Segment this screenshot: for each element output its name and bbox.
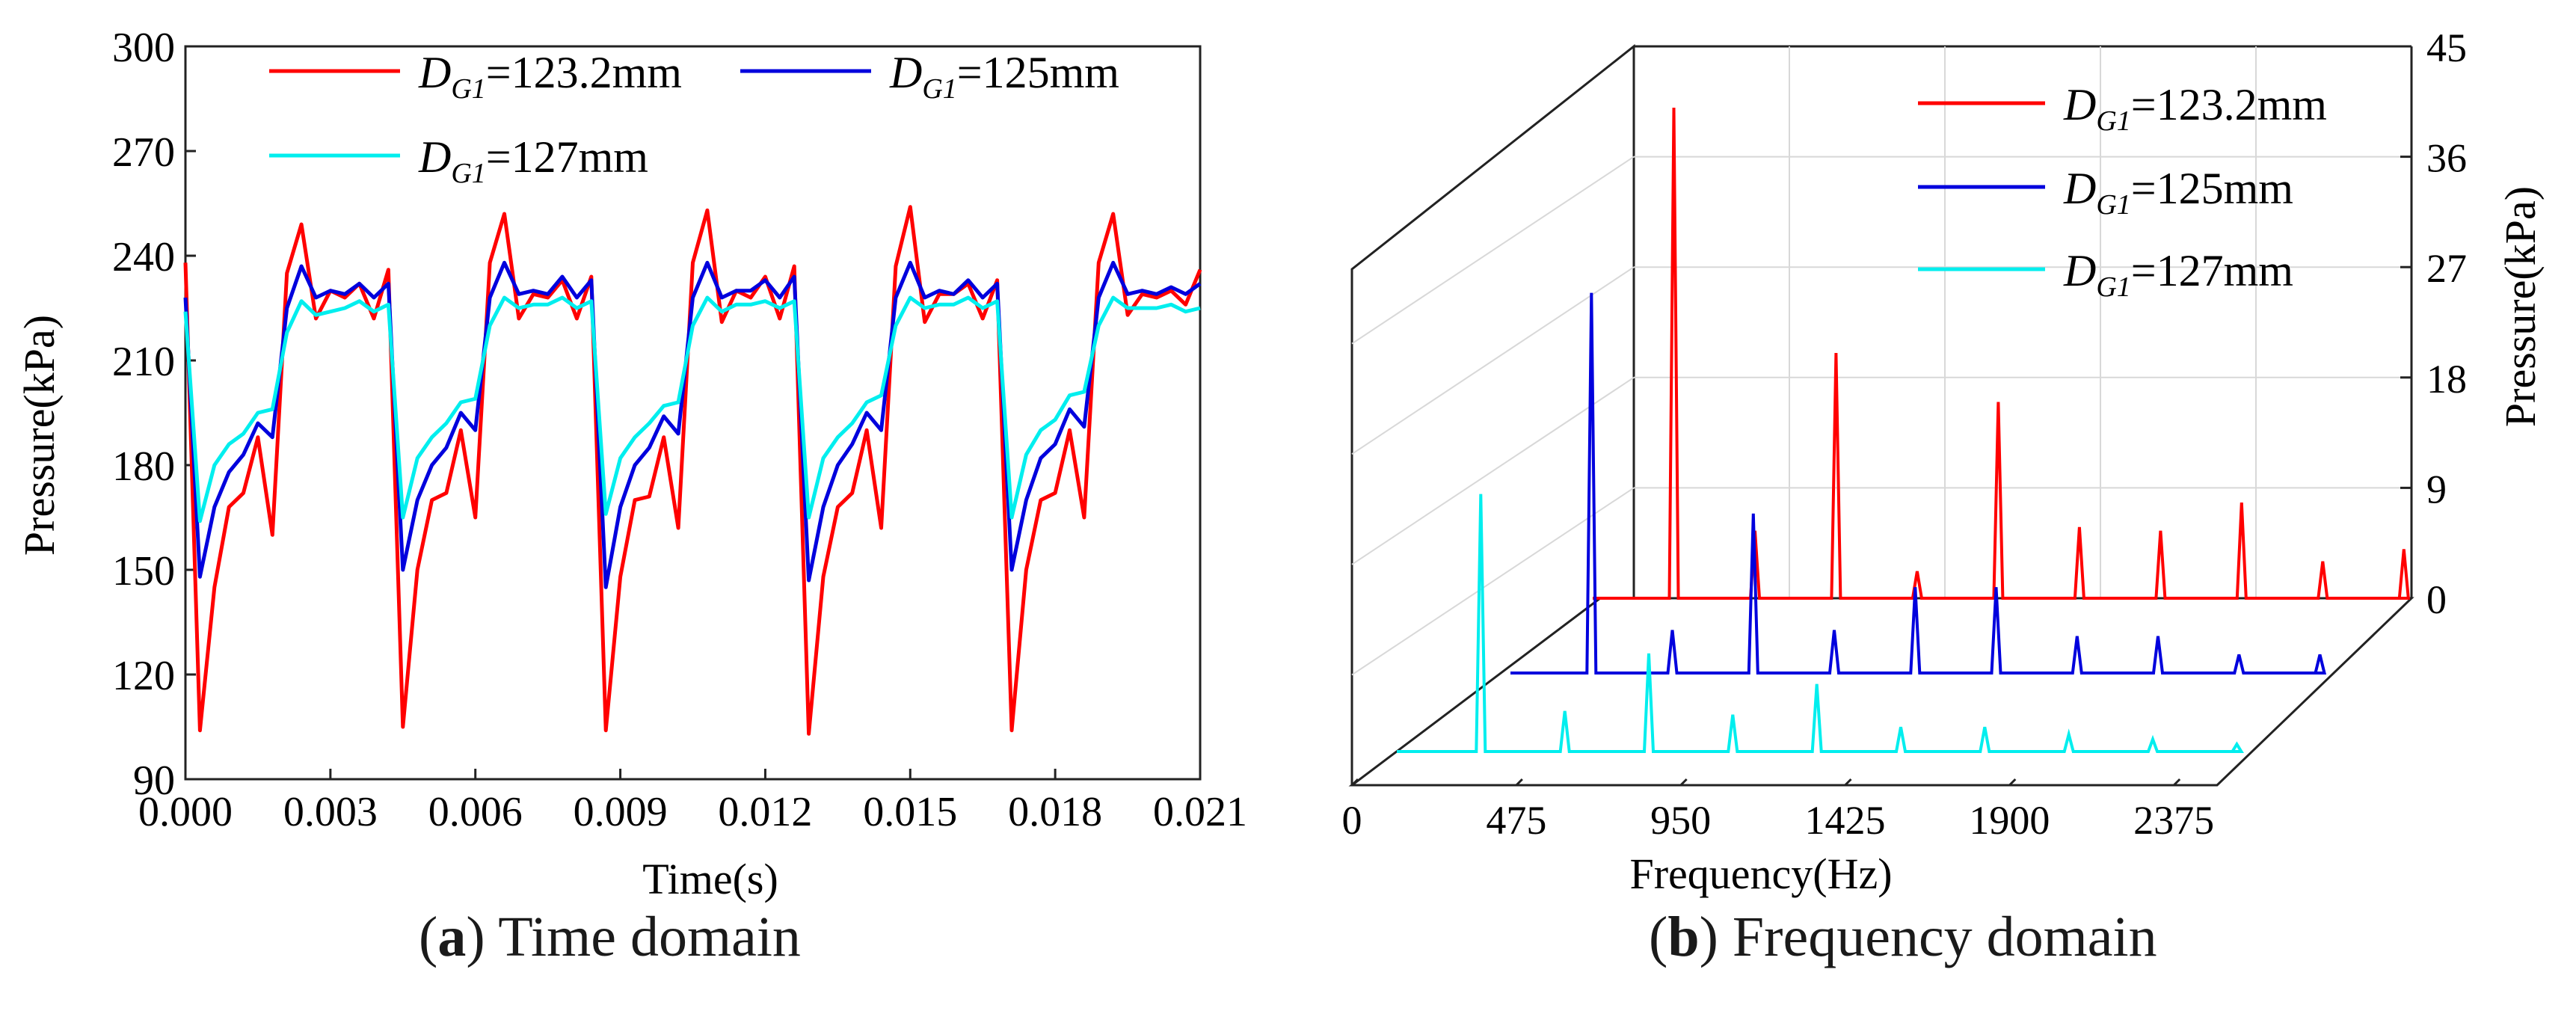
x-tick-mark bbox=[1350, 778, 1359, 787]
z-tick-label: 27 bbox=[2426, 246, 2467, 291]
x-tick-label: 0.000 bbox=[138, 789, 233, 835]
side-grid bbox=[1351, 266, 1635, 455]
legend-label-2: DG1=125mm bbox=[889, 48, 1119, 105]
z-tick-label: 18 bbox=[2426, 357, 2467, 402]
panel-a-x-axis-label: Time(s) bbox=[642, 855, 778, 903]
x-tick-mark bbox=[1679, 778, 1688, 787]
x-tick-label: 0.009 bbox=[574, 789, 668, 835]
y-tick-label: 90 bbox=[133, 758, 175, 804]
z-tick-label: 0 bbox=[2426, 577, 2447, 622]
floor-outline bbox=[1348, 597, 2414, 787]
x-tick-label: 2375 bbox=[2133, 798, 2214, 843]
x-tick-mark bbox=[2173, 778, 2181, 787]
series-line-1 bbox=[183, 205, 1202, 736]
series-line-2 bbox=[183, 260, 1202, 589]
x-tick-label: 1425 bbox=[1804, 798, 1885, 843]
x-tick-mark bbox=[1515, 778, 1523, 787]
z-tick-label: 45 bbox=[2426, 25, 2467, 70]
series-line-3 bbox=[183, 295, 1201, 523]
series-spectrum-3 bbox=[1397, 494, 2244, 753]
y-tick-label: 150 bbox=[112, 548, 175, 594]
legend-label-3: DG1=127mm bbox=[2063, 246, 2293, 303]
x-tick-label: 475 bbox=[1486, 798, 1546, 843]
x-tick-label: 0.021 bbox=[1153, 789, 1247, 835]
panel-b-3d-axes bbox=[1348, 43, 2414, 787]
panel-a-time-domain: 90 120 150 180 210 240 270 300 0.000 0.003 0.006 0.… bbox=[15, 25, 1247, 903]
panel-a-series bbox=[183, 205, 1202, 736]
panel-a-caption-letter: a bbox=[437, 906, 467, 968]
panel-b-y-axis-label: Pressure(kPa) bbox=[2496, 186, 2545, 427]
legend-label-1: DG1=123.2mm bbox=[2063, 80, 2327, 137]
y-tick-label: 300 bbox=[112, 25, 175, 71]
panel-b-x-axis-label: Frequency(Hz) bbox=[1629, 849, 1892, 898]
panel-a-y-axis-label: Pressure(kPa) bbox=[15, 315, 64, 556]
legend-label-3: DG1=127mm bbox=[418, 132, 648, 189]
x-tick-label: 0.018 bbox=[1008, 789, 1102, 835]
x-tick-label: 0 bbox=[1342, 798, 1362, 843]
y-tick-label: 210 bbox=[112, 339, 175, 385]
y-tick-label: 270 bbox=[112, 129, 175, 176]
side-grid bbox=[1351, 487, 1635, 676]
plot-frame bbox=[184, 45, 1202, 781]
x-tick-label: 0.003 bbox=[283, 789, 378, 835]
x-tick-label: 0.012 bbox=[718, 789, 812, 835]
panel-b-caption-letter: b bbox=[1667, 906, 1700, 968]
panel-a-caption: (a) Time domain bbox=[419, 906, 801, 968]
x-tick-mark bbox=[1844, 778, 1852, 787]
x-tick-label: 0.006 bbox=[428, 789, 523, 835]
panel-a-tick-labels: 90 120 150 180 210 240 270 300 0.000 0.003 0.006 0.… bbox=[112, 25, 1247, 835]
panel-a-caption-text: Time domain bbox=[485, 906, 801, 968]
legend-label-1: DG1=123.2mm bbox=[418, 48, 682, 105]
x-tick-mark bbox=[2008, 778, 2017, 787]
side-grid bbox=[1351, 376, 1635, 565]
legend-label-2: DG1=125mm bbox=[2063, 164, 2293, 221]
x-tick-label: 1900 bbox=[1969, 798, 2050, 843]
z-tick-label: 9 bbox=[2426, 467, 2447, 511]
y-tick-label: 180 bbox=[112, 443, 175, 490]
panel-a-legend: DG1=123.2mm DG1=125mm DG1=127mm bbox=[269, 48, 1119, 189]
panel-b-legend: DG1=123.2mm DG1=125mm DG1=127mm bbox=[1918, 80, 2327, 303]
panel-b-frequency-domain: 0 475 950 1425 1900 2375 0 9 18 27 36 45 Frequency(… bbox=[1342, 25, 2545, 898]
z-tick-label: 36 bbox=[2426, 136, 2467, 181]
series-spectrum-2 bbox=[1510, 292, 2327, 675]
y-tick-label: 240 bbox=[112, 234, 175, 280]
panel-b-tick-labels: 0 475 950 1425 1900 2375 0 9 18 27 36 45 bbox=[1342, 25, 2468, 843]
panel-b-caption: (b) Frequency domain bbox=[1649, 906, 2157, 968]
panel-b-caption-text: Frequency domain bbox=[1718, 906, 2157, 968]
left-wall bbox=[1350, 43, 1635, 785]
x-tick-label: 0.015 bbox=[863, 789, 957, 835]
side-grid bbox=[1351, 156, 1635, 345]
y-tick-label: 120 bbox=[112, 653, 175, 699]
panel-b-series bbox=[1397, 107, 2410, 753]
series-spectrum-1 bbox=[1593, 107, 2410, 600]
x-tick-label: 950 bbox=[1650, 798, 1711, 843]
